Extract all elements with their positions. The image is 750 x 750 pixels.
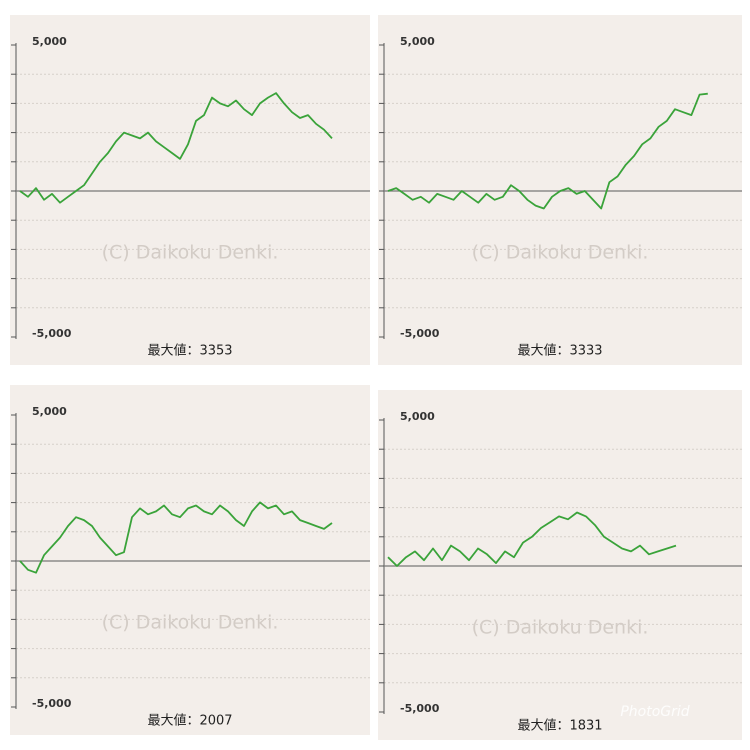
data-line [19,501,333,574]
watermark: (C) Daikoku Denki. [102,612,279,634]
y-tick-label: 5,000 [32,405,67,418]
y-tick-label: 5,000 [400,410,435,423]
y-tick-label: 5,000 [400,35,435,48]
panel [378,15,742,365]
y-tick-label: -5,000 [32,327,72,340]
y-tick-label: -5,000 [32,697,72,710]
y-tick-label: -5,000 [400,702,440,715]
data-line [387,511,677,567]
panel [10,385,370,735]
y-tick-label: -5,000 [400,327,440,340]
annotation: 最大値：2007 [147,713,232,729]
annotation: 最大値：1831 [517,718,602,734]
y-tick-label: 5,000 [32,35,67,48]
annotation: 最大値：3353 [147,343,232,359]
watermark: (C) Daikoku Denki. [472,617,649,639]
panel [378,390,742,740]
data-line [19,92,333,204]
data-line [387,92,708,210]
watermark: (C) Daikoku Denki. [102,242,279,264]
panel [10,15,370,365]
annotation: 最大値：3333 [517,343,602,359]
watermark: (C) Daikoku Denki. [472,242,649,264]
collage-watermark: PhotoGrid [620,704,689,720]
